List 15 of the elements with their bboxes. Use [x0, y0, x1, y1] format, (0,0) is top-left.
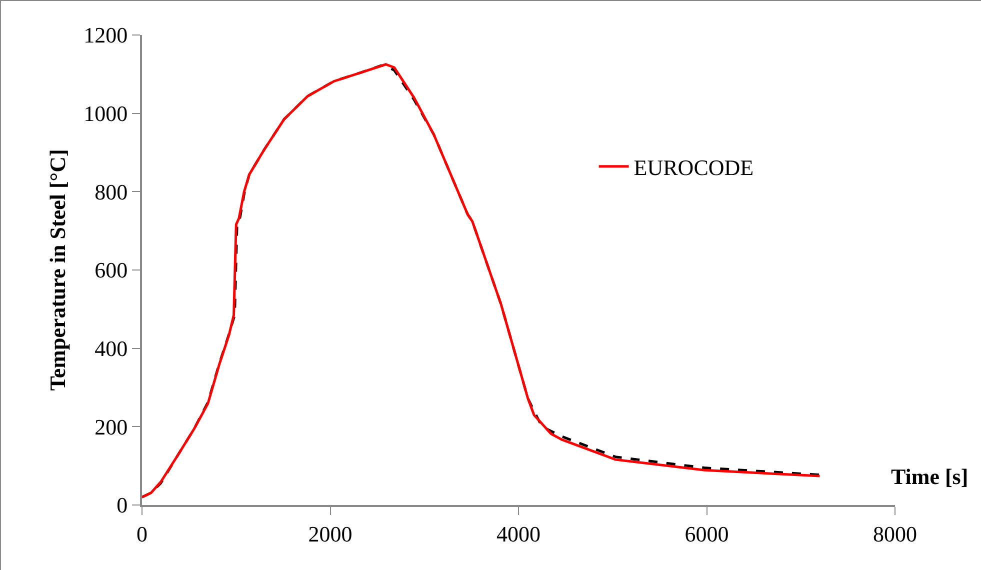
legend-label: EUROCODE	[634, 154, 754, 180]
y-tick-label: 200	[94, 414, 128, 440]
y-tick-label: 0	[116, 492, 128, 518]
x-tick-label: 6000	[684, 521, 729, 546]
y-tick-label: 400	[94, 336, 128, 362]
y-tick-label: 800	[94, 179, 128, 204]
x-tick-label: 8000	[873, 521, 917, 546]
y-tick-label: 1000	[84, 101, 128, 126]
y-tick-label: 600	[94, 258, 128, 283]
x-tick-label: 2000	[308, 521, 352, 546]
y-axis-title: Temperature in Steel [°C]	[44, 149, 70, 391]
y-tick-label: 1200	[84, 22, 128, 48]
x-tick-label: 0	[136, 521, 148, 546]
x-axis-title: Time [s]	[891, 464, 968, 489]
x-tick-label: 4000	[496, 521, 540, 546]
